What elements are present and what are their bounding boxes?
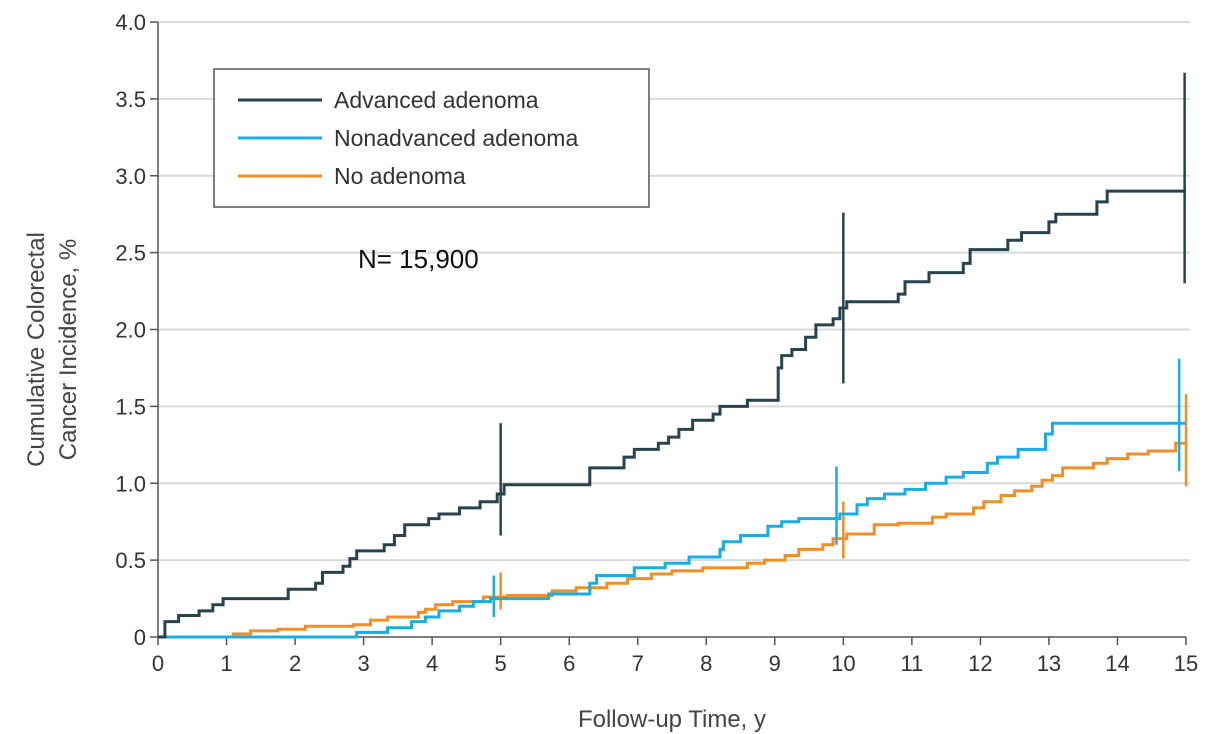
- x-tick-label: 8: [700, 651, 712, 676]
- x-tick-label: 15: [1174, 651, 1198, 676]
- y-tick-label: 3.0: [115, 164, 146, 189]
- x-tick-label: 10: [831, 651, 855, 676]
- legend: Advanced adenoma Nonadvanced adenoma No …: [213, 68, 650, 208]
- x-tick-label: 3: [357, 651, 369, 676]
- x-tick-label: 1: [220, 651, 232, 676]
- y-tick-label: 1.5: [115, 394, 146, 419]
- y-tick-label: 1.0: [115, 471, 146, 496]
- y-tick-label: 3.5: [115, 87, 146, 112]
- y-tick-label: 4.0: [115, 10, 146, 35]
- x-tick-label: 6: [563, 651, 575, 676]
- legend-label-no-adenoma: No adenoma: [334, 163, 466, 189]
- legend-label-nonadvanced: Nonadvanced adenoma: [334, 125, 578, 151]
- y-tick-label: 0: [134, 625, 146, 650]
- y-axis-label-line2: Cancer Incidence, %: [55, 239, 82, 460]
- y-tick-label: 2.5: [115, 241, 146, 266]
- x-tick-label: 9: [769, 651, 781, 676]
- y-axis-ticks: 0 0.5 1.0 1.5 2.0 2.5 3.0 3.5 4.0: [115, 10, 158, 650]
- x-axis-label: Follow-up Time, y: [578, 706, 766, 733]
- series-line-no-adenoma: [158, 441, 1186, 639]
- x-axis-ticks: 0 1 2 3 4 5 6 7 8 9 10 11 12 13 14 15: [152, 637, 1198, 676]
- x-tick-label: 7: [632, 651, 644, 676]
- series-lines: [158, 72, 1188, 639]
- series-line-nonadvanced-adenoma: [158, 421, 1186, 639]
- y-tick-label: 0.5: [115, 548, 146, 573]
- x-tick-label: 12: [968, 651, 992, 676]
- sample-size-annotation: N= 15,900: [358, 244, 479, 274]
- series-line-advanced-adenoma: [158, 189, 1186, 639]
- y-axis-label-line1: Cumulative Colorectal: [23, 232, 50, 467]
- axes: 0 1 2 3 4 5 6 7 8 9 10 11 12 13 14 15 00.51.01.52.02.53…: [115, 10, 1198, 676]
- x-tick-label: 11: [900, 651, 923, 676]
- x-tick-label: 2: [289, 651, 301, 676]
- x-tick-label: 0: [152, 651, 164, 676]
- x-tick-label: 4: [426, 651, 438, 676]
- x-tick-label: 14: [1105, 651, 1129, 676]
- y-tick-label: 2.0: [115, 318, 146, 343]
- legend-label-advanced: Advanced adenoma: [334, 87, 539, 113]
- x-tick-label: 5: [495, 651, 507, 676]
- x-tick-label: 13: [1037, 651, 1061, 676]
